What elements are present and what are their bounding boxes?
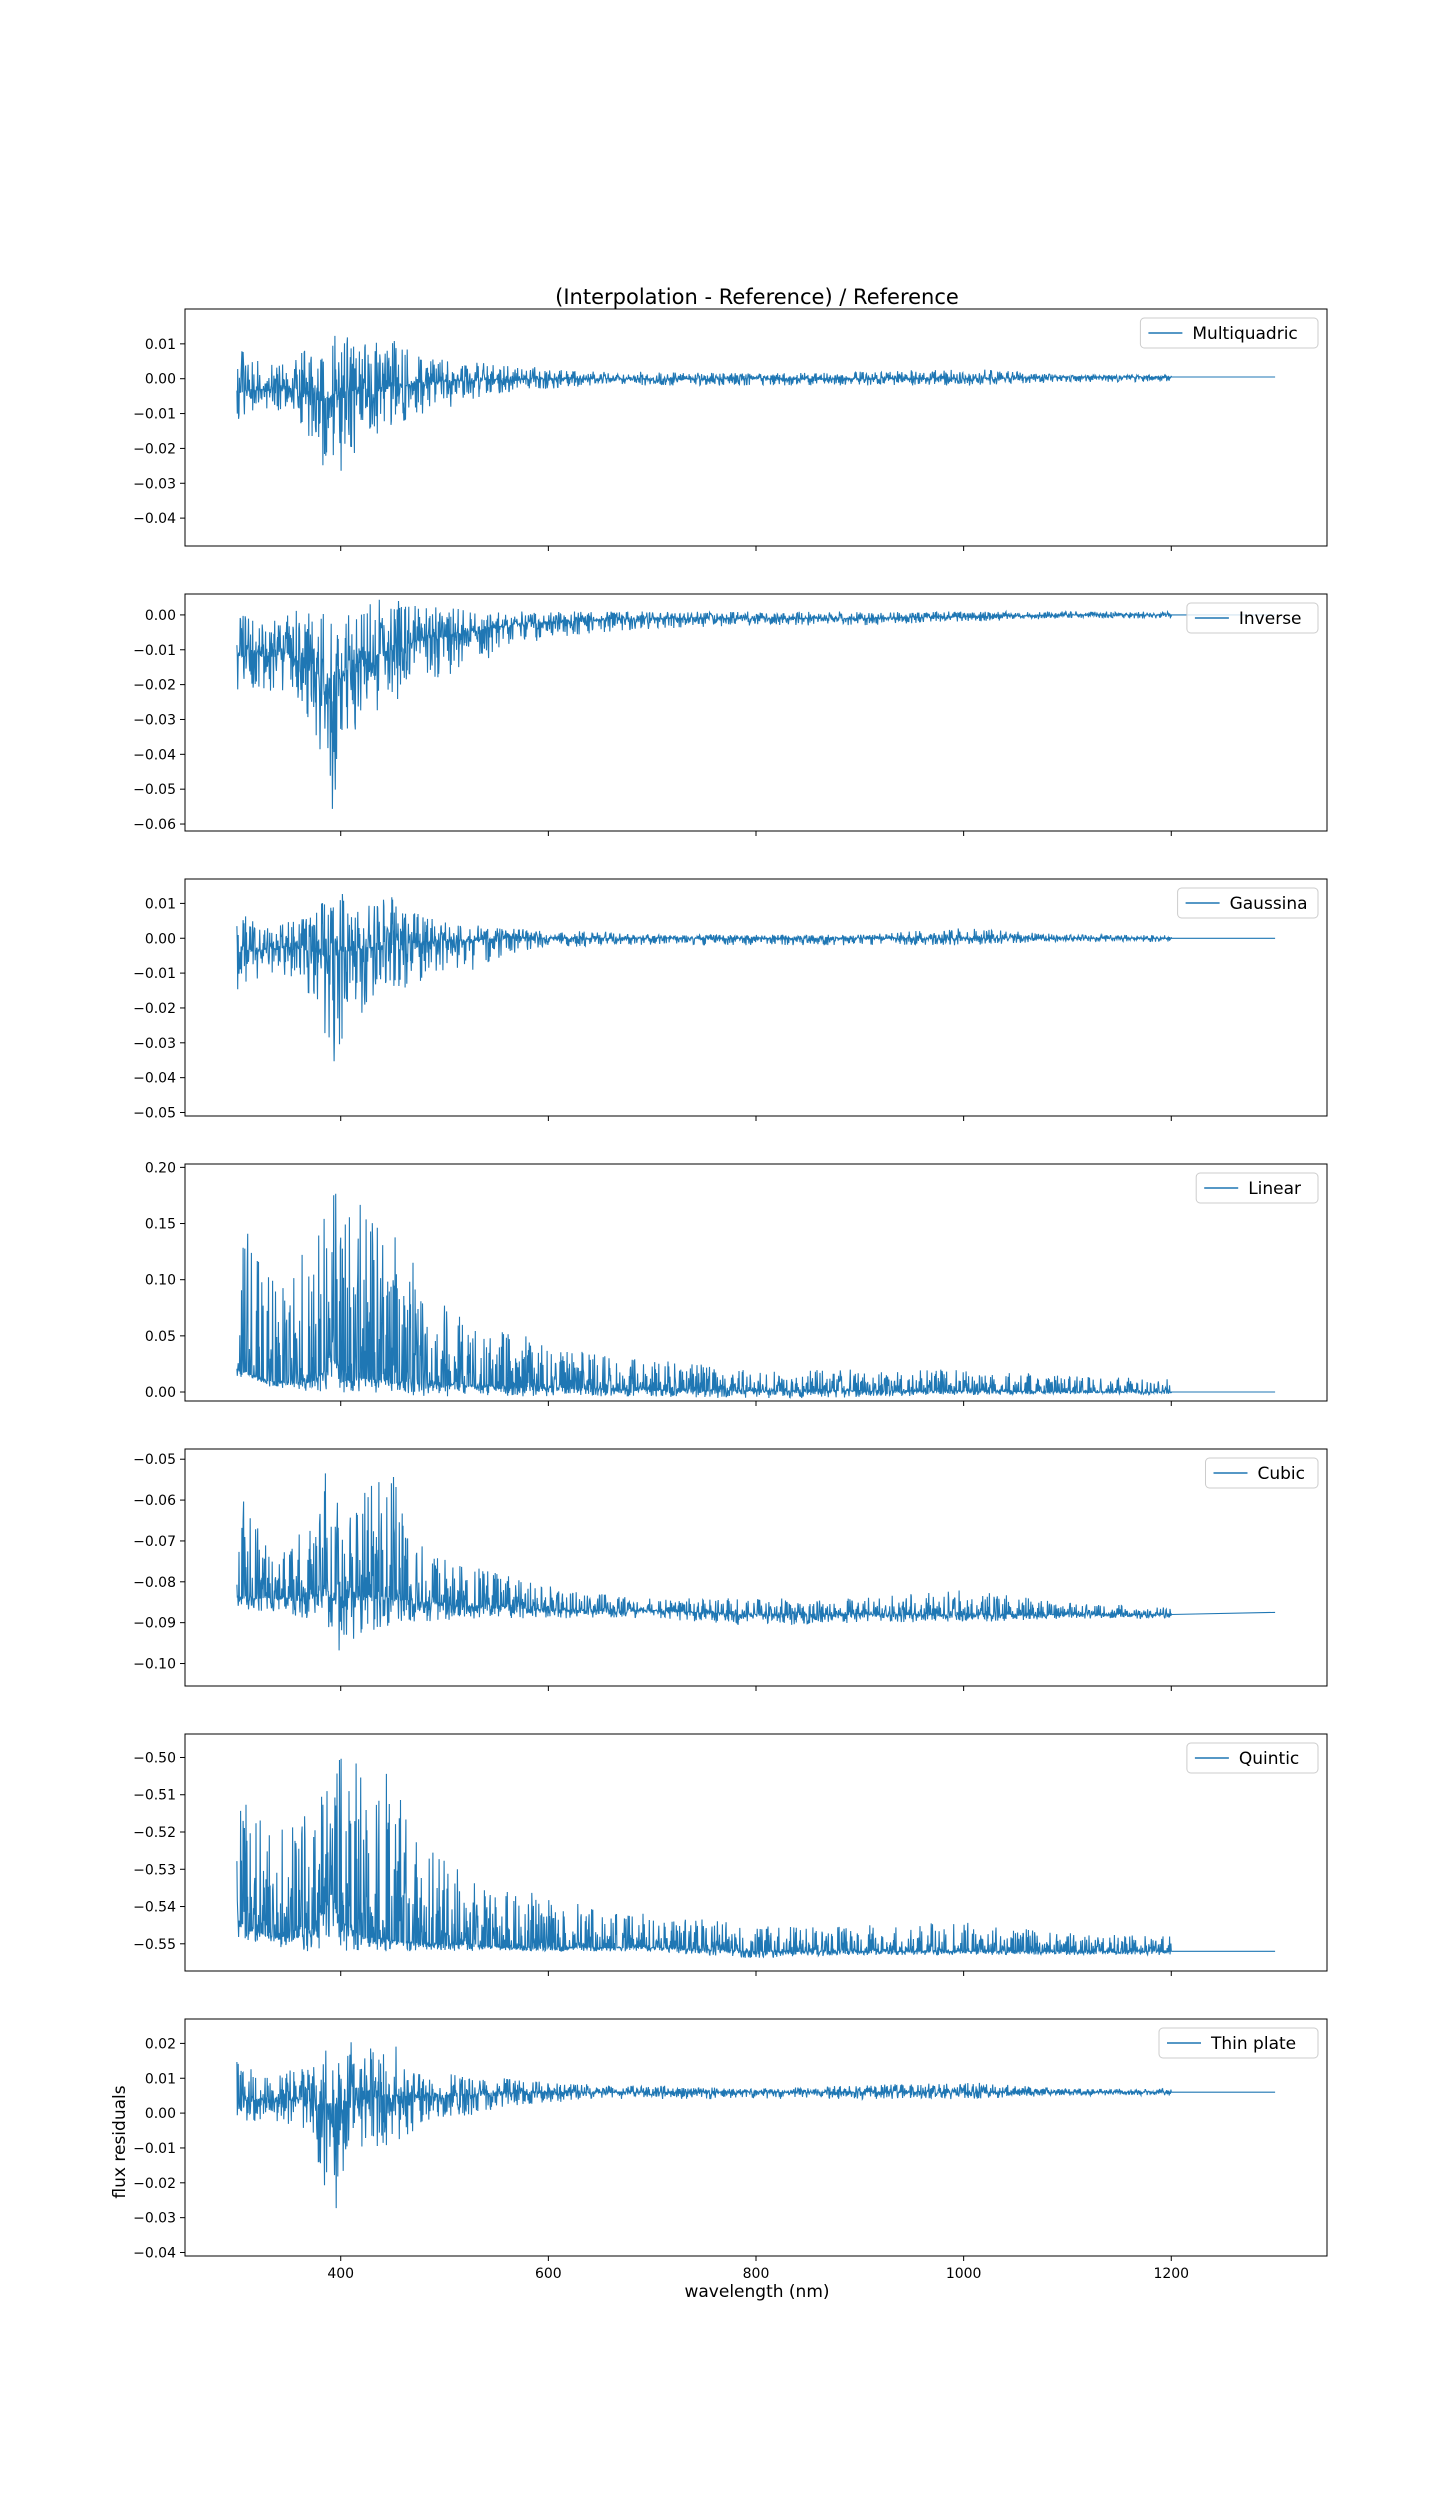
y-tick-label: −0.01 [133,2141,176,2157]
series-line [236,893,1276,1062]
legend-label: Cubic [1258,1464,1306,1484]
legend-label: Gaussina [1230,894,1308,914]
x-tick-label: 600 [535,2266,562,2282]
y-tick-label: −0.02 [133,1001,176,1017]
y-tick-label: −0.04 [133,511,176,527]
y-tick-label: −0.07 [133,1534,176,1550]
y-tick-label: 0.00 [145,2106,176,2122]
y-tick-label: −0.04 [133,2246,176,2262]
legend: Inverse [1186,602,1319,634]
figure-title: (Interpolation - Reference) / Reference [555,285,959,309]
y-tick-label: −0.55 [133,1937,176,1953]
y-tick-label: 0.01 [145,2071,176,2087]
axes-frame [184,878,1328,1117]
x-tick-label: 1000 [946,2266,982,2282]
y-tick-label: −0.50 [133,1750,176,1766]
y-tick-label: −0.06 [133,817,176,833]
legend-box [1205,1457,1319,1489]
series-line [236,2042,1276,2209]
y-tick-label: 0.00 [145,1385,176,1401]
series-line [236,599,1276,809]
y-tick-label: 0.00 [145,372,176,388]
legend-box [1186,602,1319,634]
legend-label: Thin plate [1210,2034,1296,2054]
y-tick-label: −0.03 [133,1036,176,1052]
y-tick-label: −0.03 [133,476,176,492]
y-tick-label: 0.20 [145,1160,176,1176]
y-tick-label: −0.01 [133,966,176,982]
y-tick-label: −0.09 [133,1616,176,1632]
subplot-multiquadric: 0.01 0.00 −0.01 −0.02 −0.03 −0.04 Multiquadric [133,308,1328,551]
y-tick-label: 0.10 [145,1273,176,1289]
y-tick-label: 0.02 [145,2036,176,2052]
x-tick-label: 1200 [1153,2266,1189,2282]
legend-box [1177,887,1319,919]
legend: Linear [1195,1172,1319,1204]
legend-box [1139,317,1319,349]
subplot-linear: 0.20 0.15 0.10 0.05 0.00 Linear [145,1160,1328,1406]
subplot-inverse: 0.00 −0.01 −0.02 −0.03 −0.04 −0.05 −0.06 Invers… [133,593,1328,836]
y-tick-label: −0.51 [133,1788,176,1804]
legend: Quintic [1186,1742,1319,1774]
series-line [236,335,1276,471]
subplot-stack: 0.01 0.00 −0.01 −0.02 −0.03 −0.04 Multiquadric… [133,308,1328,2282]
y-tick-label: 0.01 [145,896,176,912]
y-axis-label: flux residuals [110,2085,130,2198]
x-tick-label: 400 [327,2266,354,2282]
subplot-thin-plate: 0.02 0.01 0.00 −0.01 −0.02 −0.03 −0.04 400 600 80… [133,2018,1328,2282]
y-tick-label: 0.00 [145,931,176,947]
y-tick-label: −0.05 [133,782,176,798]
axes-frame [184,2018,1328,2257]
subplot-quintic: −0.50 −0.51 −0.52 −0.53 −0.54 −0.55 Quintic [133,1733,1328,1976]
x-tick-label: 800 [743,2266,770,2282]
legend-box [1158,2027,1319,2059]
legend-label: Multiquadric [1192,324,1297,344]
y-tick-label: −0.03 [133,2211,176,2227]
subplot-gaussina: 0.01 0.00 −0.01 −0.02 −0.03 −0.04 −0.05 Gaussin… [133,878,1328,1122]
y-tick-label: −0.02 [133,441,176,457]
y-tick-label: −0.53 [133,1862,176,1878]
legend: Multiquadric [1139,317,1319,349]
legend-box [1195,1172,1319,1204]
legend: Cubic [1205,1457,1319,1489]
y-tick-label: 0.00 [145,608,176,624]
y-tick-label: 0.01 [145,337,176,353]
subplot-cubic: −0.05 −0.06 −0.07 −0.08 −0.09 −0.10 Cubic [133,1448,1328,1691]
y-tick-label: −0.02 [133,678,176,694]
y-tick-label: 0.05 [145,1329,176,1345]
legend: Gaussina [1177,887,1319,919]
y-tick-label: 0.15 [145,1217,176,1233]
y-tick-label: −0.01 [133,407,176,423]
legend-label: Quintic [1239,1749,1299,1769]
y-tick-label: −0.02 [133,2176,176,2192]
y-tick-label: −0.01 [133,643,176,659]
series-line [236,1473,1276,1651]
legend: Thin plate [1158,2027,1319,2059]
y-tick-label: −0.05 [133,1452,176,1468]
x-axis-label: wavelength (nm) [684,2282,829,2302]
y-tick-label: −0.05 [133,1106,176,1122]
series-line [236,1193,1276,1399]
legend-label: Inverse [1239,609,1302,629]
y-tick-label: −0.06 [133,1493,176,1509]
y-tick-label: −0.08 [133,1575,176,1591]
y-tick-label: −0.03 [133,712,176,728]
legend-box [1186,1742,1319,1774]
series-line [236,1758,1276,1959]
y-tick-label: −0.52 [133,1825,176,1841]
legend-label: Linear [1248,1179,1301,1199]
y-tick-label: −0.04 [133,747,176,763]
y-tick-label: −0.10 [133,1657,176,1673]
y-tick-label: −0.04 [133,1071,176,1087]
y-tick-label: −0.54 [133,1900,176,1916]
